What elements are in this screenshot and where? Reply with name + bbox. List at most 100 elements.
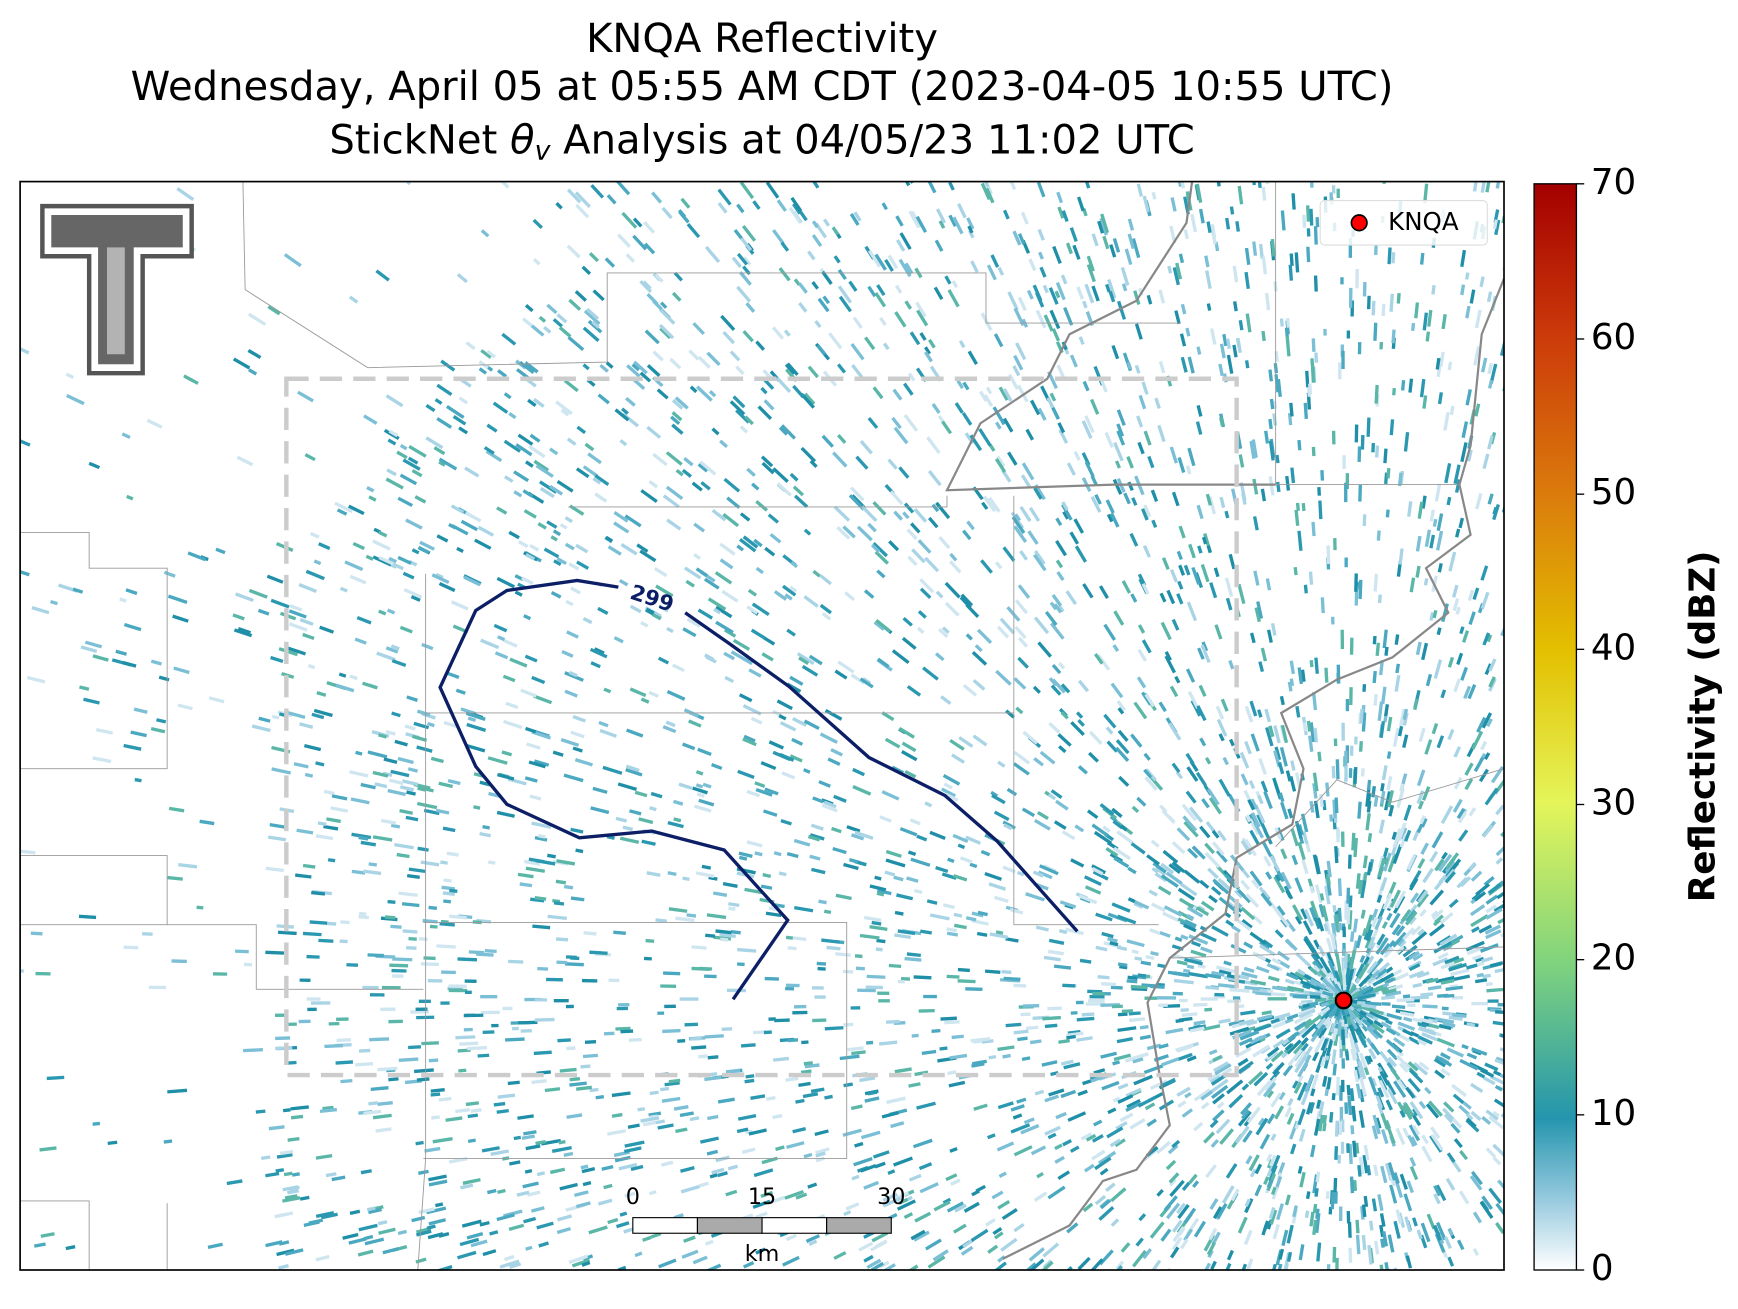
echo [434, 1202, 444, 1208]
echo [616, 1006, 628, 1011]
echo [31, 606, 50, 615]
echo [533, 459, 550, 472]
county-lines [20, 181, 1505, 1271]
echo [1163, 905, 1183, 917]
echo [1286, 1112, 1295, 1125]
echo [1585, 1137, 1601, 1148]
echo [515, 443, 533, 457]
echo [1485, 1147, 1497, 1158]
echo [792, 485, 805, 497]
echo [411, 548, 420, 555]
echo [849, 486, 865, 502]
echo [597, 1198, 613, 1206]
echo [1268, 854, 1281, 872]
echo [1379, 721, 1386, 739]
echo [534, 835, 548, 842]
echo [1247, 799, 1256, 811]
echo [505, 1037, 525, 1042]
echo [953, 923, 967, 930]
echo [355, 1062, 374, 1067]
echo [662, 494, 680, 509]
echo [640, 697, 650, 704]
echo [330, 806, 349, 813]
echo [1238, 454, 1245, 468]
echo [1293, 1012, 1314, 1025]
echo [1435, 1055, 1453, 1067]
echo [1366, 417, 1371, 437]
echo [325, 1172, 337, 1178]
echo [693, 553, 701, 560]
echo [1043, 955, 1061, 962]
echo [456, 546, 464, 553]
echo [1126, 361, 1133, 370]
echo [574, 290, 587, 302]
echo [903, 1212, 914, 1220]
echo [614, 408, 630, 422]
echo [1084, 461, 1095, 478]
echo [1117, 300, 1127, 320]
echo [1021, 807, 1036, 818]
echo [1181, 1012, 1198, 1018]
echo [283, 1171, 293, 1177]
echo [863, 1254, 874, 1263]
echo [706, 351, 721, 367]
echo [1494, 219, 1501, 236]
echo [733, 229, 744, 241]
echo [1117, 914, 1137, 925]
echo [1374, 1240, 1380, 1255]
echo [234, 949, 249, 954]
echo [1433, 659, 1443, 679]
echo [1443, 1236, 1452, 1250]
echo [902, 181, 911, 187]
echo [1462, 1101, 1472, 1110]
echo [653, 567, 668, 578]
echo [946, 927, 958, 933]
subscript: v [535, 135, 552, 166]
echo [1171, 1139, 1181, 1149]
echo [20, 345, 30, 355]
echo [1466, 1022, 1476, 1028]
echo [1089, 994, 1105, 999]
echo [1084, 885, 1102, 895]
echo [455, 1035, 476, 1040]
echo [1060, 1059, 1074, 1066]
echo [1425, 331, 1431, 342]
echo [1447, 1228, 1454, 1237]
echo [464, 511, 482, 523]
echo [946, 1201, 964, 1213]
echo [1385, 1027, 1397, 1036]
echo [1258, 661, 1265, 673]
echo [1385, 1099, 1393, 1111]
echo [1186, 1055, 1197, 1062]
echo [1449, 858, 1462, 873]
echo [1424, 529, 1432, 547]
echo [405, 815, 419, 822]
echo [326, 921, 337, 926]
echo [1226, 1249, 1234, 1261]
echo [947, 857, 955, 863]
echo [1196, 504, 1204, 520]
echo [1398, 548, 1404, 565]
echo [1237, 1110, 1252, 1127]
echo [939, 1046, 948, 1051]
echo [1183, 869, 1201, 884]
echo [1319, 893, 1325, 901]
echo [711, 1167, 725, 1175]
echo [484, 949, 497, 954]
echo [1249, 632, 1256, 644]
echo [1494, 1084, 1503, 1092]
echo [1185, 668, 1196, 683]
echo [915, 215, 928, 233]
echo [1255, 1117, 1269, 1136]
echo [1070, 858, 1085, 868]
echo [750, 1094, 766, 1100]
echo [1183, 564, 1191, 576]
echo [1187, 847, 1199, 859]
echo [1388, 804, 1395, 817]
echo [1502, 963, 1505, 971]
echo [719, 932, 736, 938]
echo [1515, 969, 1523, 974]
echo [275, 1168, 285, 1173]
echo [607, 545, 622, 556]
echo [1011, 516, 1026, 534]
